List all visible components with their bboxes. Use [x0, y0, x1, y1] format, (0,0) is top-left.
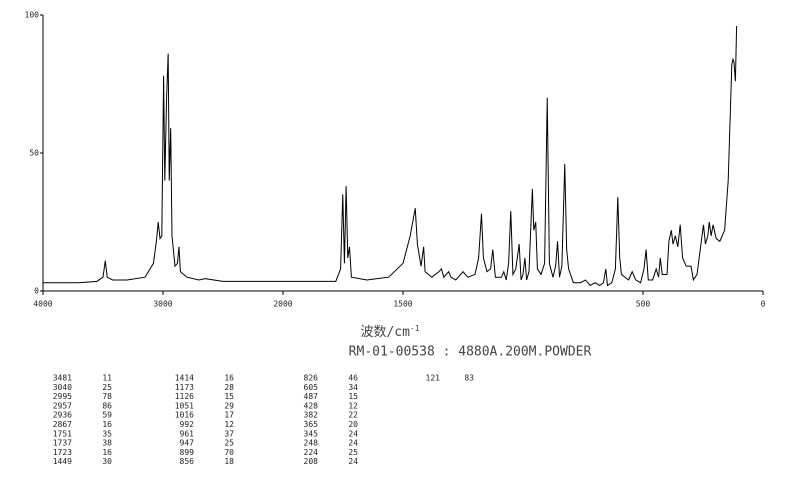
peak-intensity: 70: [224, 448, 234, 457]
peak-position: 345: [304, 429, 319, 438]
peak-intensity: 12: [348, 401, 358, 410]
peak-position: 428: [304, 401, 319, 410]
peak-position: 1414: [175, 374, 194, 383]
peak-intensity: 28: [224, 383, 234, 392]
peak-position: 224: [304, 448, 319, 457]
peak-position: 487: [304, 392, 319, 401]
peak-intensity: 25: [348, 448, 358, 457]
peak-intensity: 16: [224, 374, 234, 383]
peak-position: 947: [180, 439, 195, 448]
peak-position: 1016: [175, 411, 194, 420]
peak-position: 1126: [175, 392, 194, 401]
peak-intensity: 59: [102, 411, 112, 420]
peak-intensity: 22: [348, 411, 358, 420]
peak-position: 208: [304, 457, 319, 466]
peak-position: 2867: [53, 420, 72, 429]
peak-position: 826: [304, 374, 319, 383]
peak-position: 1723: [53, 448, 72, 457]
x-tick-label: 4000: [33, 300, 52, 309]
peak-intensity: 18: [224, 457, 234, 466]
x-tick-label: 2000: [273, 300, 292, 309]
peak-position: 1173: [175, 383, 194, 392]
peak-intensity: 20: [348, 420, 358, 429]
peak-position: 899: [180, 448, 195, 457]
peak-position: 1751: [53, 429, 72, 438]
peak-intensity: 86: [102, 401, 112, 410]
peak-position: 3040: [53, 383, 72, 392]
peak-position: 365: [304, 420, 319, 429]
peak-intensity: 30: [102, 457, 112, 466]
peak-intensity: 78: [102, 392, 112, 401]
x-tick-label: 3000: [153, 300, 172, 309]
peak-position: 248: [304, 439, 319, 448]
peak-position: 961: [180, 429, 195, 438]
peak-intensity: 35: [102, 429, 112, 438]
peak-position: 2995: [53, 392, 72, 401]
peak-position: 856: [180, 457, 195, 466]
x-tick-label: 500: [636, 300, 651, 309]
peak-intensity: 25: [224, 439, 234, 448]
peak-intensity: 24: [348, 429, 358, 438]
y-tick-label: 100: [25, 11, 40, 20]
peak-intensity: 29: [224, 401, 234, 410]
subtitle: RM-01-00538 : 4880A.200M.POWDER: [349, 345, 592, 360]
peak-position: 992: [180, 420, 195, 429]
peak-position: 3481: [53, 374, 72, 383]
peak-intensity: 24: [348, 439, 358, 448]
peak-position: 1051: [175, 401, 194, 410]
x-tick-label: 0: [761, 300, 766, 309]
peak-intensity: 37: [224, 429, 234, 438]
spectrum-line: [43, 26, 738, 287]
peak-position: 1449: [53, 457, 72, 466]
peak-position: 2936: [53, 411, 72, 420]
x-label-sup: -1: [410, 324, 420, 333]
peak-intensity: 46: [348, 374, 358, 383]
peak-intensity: 16: [102, 448, 112, 457]
peak-intensity: 83: [464, 374, 474, 383]
peak-intensity: 11: [102, 374, 112, 383]
peak-position: 121: [426, 374, 441, 383]
x-axis-label: 波数/cm-1: [360, 324, 419, 340]
peak-intensity: 24: [348, 457, 358, 466]
peak-intensity: 38: [102, 439, 112, 448]
y-tick-label: 0: [34, 287, 39, 296]
peak-intensity: 34: [348, 383, 358, 392]
x-label-text: 波数/cm: [360, 325, 410, 340]
peak-position: 1737: [53, 439, 72, 448]
peak-position: 2957: [53, 401, 72, 410]
peak-intensity: 15: [348, 392, 358, 401]
x-tick-label: 1500: [393, 300, 412, 309]
peak-intensity: 15: [224, 392, 234, 401]
peak-intensity: 17: [224, 411, 234, 420]
y-tick-label: 50: [29, 149, 39, 158]
peak-intensity: 12: [224, 420, 234, 429]
peak-position: 605: [304, 383, 319, 392]
peak-intensity: 16: [102, 420, 112, 429]
peak-intensity: 25: [102, 383, 112, 392]
peak-position: 382: [304, 411, 319, 420]
